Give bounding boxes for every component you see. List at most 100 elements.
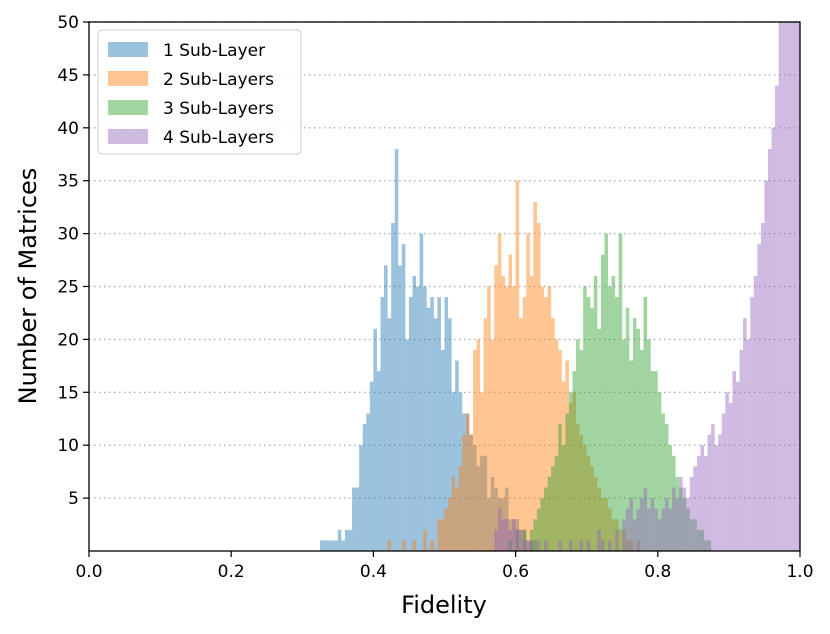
bar (771, 127, 776, 552)
legend-box (97, 29, 302, 155)
bar (526, 233, 530, 551)
bar (544, 540, 548, 551)
bar (693, 519, 697, 551)
bar (519, 318, 523, 551)
bar (440, 349, 445, 551)
bar (643, 297, 648, 551)
bar (696, 455, 701, 551)
bar (512, 519, 516, 551)
bar (366, 413, 370, 551)
x-tick-label: 0.8 (644, 562, 671, 582)
bar (490, 339, 495, 551)
bar (376, 371, 381, 551)
bar (430, 297, 434, 551)
x-tick-label: 0.6 (502, 562, 529, 582)
bar (462, 413, 466, 551)
bar (483, 455, 488, 551)
bar (661, 508, 665, 551)
bar (515, 180, 520, 551)
bar (600, 254, 605, 551)
bar (490, 476, 495, 551)
bar (764, 180, 769, 551)
bar (622, 519, 626, 551)
bar (401, 244, 406, 551)
bar (629, 540, 633, 551)
bar (757, 244, 761, 551)
bar (704, 540, 708, 551)
bar (679, 476, 683, 551)
bar (497, 508, 502, 551)
bar (554, 339, 559, 551)
bar (448, 318, 452, 551)
bar (533, 201, 537, 552)
bar (515, 529, 520, 551)
bar (504, 519, 509, 551)
legend-swatch-1-sub-layer (108, 42, 148, 57)
bar (629, 360, 633, 551)
bar (657, 519, 662, 551)
bar (600, 498, 605, 551)
bar (661, 413, 665, 551)
bar (608, 286, 612, 551)
bar (469, 434, 473, 551)
bar (487, 498, 491, 551)
bar (536, 223, 541, 551)
bar (576, 424, 580, 551)
bar (579, 434, 584, 551)
bar (675, 498, 680, 551)
bar (668, 508, 673, 551)
y-tick-label: 45 (57, 66, 79, 86)
bar (711, 424, 715, 551)
bar (707, 434, 712, 551)
histogram-bars (320, 22, 800, 552)
bar (398, 265, 402, 551)
bar (359, 445, 363, 551)
y-tick-label: 25 (57, 278, 79, 298)
bar (529, 540, 534, 551)
bar (782, 22, 786, 551)
bar (508, 519, 513, 551)
bar (604, 233, 609, 551)
bar (451, 476, 456, 551)
bar (725, 392, 729, 551)
bar (526, 540, 530, 551)
bar (696, 529, 701, 551)
bar (615, 297, 619, 551)
x-tick-label: 1.0 (786, 562, 813, 582)
y-tick-label: 50 (57, 13, 79, 33)
bar (362, 424, 367, 551)
bar (384, 265, 388, 551)
bar (412, 540, 417, 551)
bar (579, 540, 584, 551)
bar (540, 286, 545, 551)
bar (785, 22, 790, 551)
bar (433, 318, 438, 551)
bar (568, 402, 573, 551)
bar (558, 540, 562, 551)
bar (768, 148, 772, 551)
bar (540, 498, 545, 551)
bar (714, 445, 719, 551)
x-axis-label: Fidelity (401, 591, 487, 619)
bar (615, 519, 619, 551)
bar (455, 487, 459, 551)
bar (440, 519, 445, 551)
bar (796, 22, 800, 551)
bar (611, 275, 616, 551)
bar (597, 529, 601, 551)
bar (501, 519, 505, 551)
bar (444, 297, 449, 551)
legend-label-3-sub-layers: 3 Sub-Layers (163, 99, 274, 119)
bar (394, 148, 399, 551)
bar (448, 498, 452, 551)
bar (604, 498, 609, 551)
bar (526, 540, 530, 551)
bar (600, 540, 605, 551)
legend-swatch-2-sub-layers (108, 71, 148, 86)
bar (650, 371, 655, 551)
series-4-sub-layers (494, 22, 800, 552)
bar (469, 434, 473, 551)
y-tick-label: 10 (57, 436, 79, 456)
bar (700, 445, 705, 551)
bar (430, 540, 434, 551)
